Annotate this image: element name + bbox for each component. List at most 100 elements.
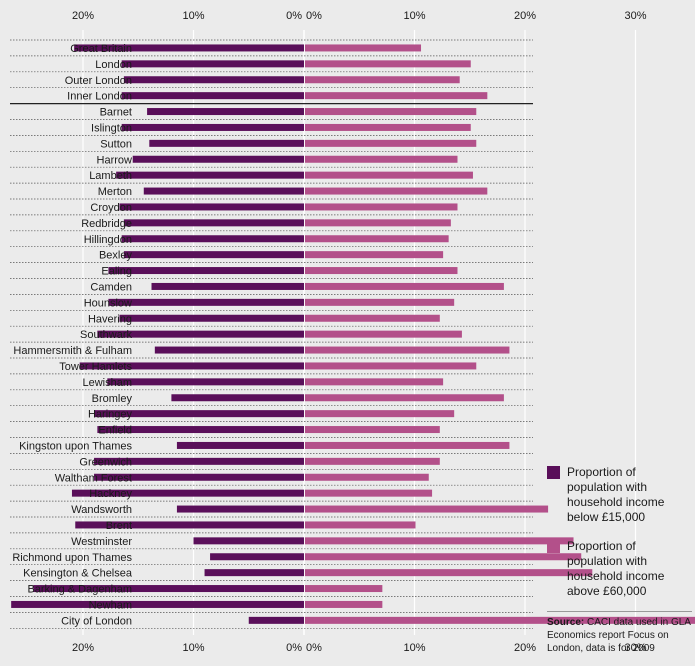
bar-above-60000 xyxy=(305,410,455,418)
bar-above-60000 xyxy=(305,251,444,259)
bar-below-15000 xyxy=(176,505,304,513)
bar-below-15000 xyxy=(94,457,304,465)
category-label: Enfield xyxy=(98,425,132,437)
category-label: Wandsworth xyxy=(71,504,132,516)
tick-label-bottom: 0% xyxy=(306,642,322,654)
bar-below-15000 xyxy=(97,426,305,434)
category-label: Kensington & Chelsea xyxy=(23,568,133,580)
category-label: Tower Hamlets xyxy=(59,361,132,373)
legend-swatch-above xyxy=(547,540,560,553)
bar-above-60000 xyxy=(305,219,451,227)
bar-below-15000 xyxy=(121,60,304,68)
bar-below-15000 xyxy=(74,44,304,52)
tick-label-top: 20% xyxy=(72,10,94,22)
legend-label-below: Proportion of population with household … xyxy=(567,465,665,524)
category-label: London xyxy=(95,59,132,71)
category-label: Barnet xyxy=(100,107,132,119)
row-separators xyxy=(10,39,533,629)
bar-above-60000 xyxy=(305,521,416,529)
bar-above-60000 xyxy=(305,76,460,84)
bar-above-60000 xyxy=(305,298,455,306)
tick-label-bottom: 10% xyxy=(403,642,425,654)
bar-above-60000 xyxy=(305,123,471,131)
bar-above-60000 xyxy=(305,378,444,386)
bar-below-15000 xyxy=(94,473,304,481)
tick-label-top: 0% xyxy=(306,10,322,22)
bar-below-15000 xyxy=(171,394,304,402)
category-label: Islington xyxy=(91,122,132,134)
category-label: Westminster xyxy=(71,536,132,548)
bar-above-60000 xyxy=(305,139,477,147)
bar-above-60000 xyxy=(305,60,471,68)
bar-above-60000 xyxy=(305,108,477,116)
category-label: Harrow xyxy=(97,154,133,166)
tick-label-top: 30% xyxy=(624,10,646,22)
bar-below-15000 xyxy=(119,203,304,211)
category-label: Hillingdon xyxy=(84,234,132,246)
category-label: Camden xyxy=(90,281,132,293)
category-label: Merton xyxy=(98,186,132,198)
legend-swatch-below xyxy=(547,466,560,479)
bar-below-15000 xyxy=(121,235,304,243)
category-label: Southwark xyxy=(80,329,132,341)
bar-below-15000 xyxy=(79,362,304,370)
category-label: Brent xyxy=(106,520,132,532)
category-label: Great Britain xyxy=(70,43,132,55)
category-label: Kingston upon Thames xyxy=(19,440,132,452)
bar-above-60000 xyxy=(305,235,449,243)
bar-above-60000 xyxy=(305,505,549,513)
bar-above-60000 xyxy=(305,600,383,608)
legend-label-above: Proportion of population with household … xyxy=(567,539,665,598)
tick-label-bottom: 10% xyxy=(182,642,204,654)
bar-above-60000 xyxy=(305,394,504,402)
bar-above-60000 xyxy=(305,282,504,290)
bar-below-15000 xyxy=(176,441,304,449)
bar-below-15000 xyxy=(123,76,304,84)
tick-label-bottom: 0% xyxy=(286,642,302,654)
bar-above-60000 xyxy=(305,330,462,338)
bar-below-15000 xyxy=(94,410,304,418)
bar-below-15000 xyxy=(97,330,305,338)
category-label: Waltham Forest xyxy=(55,472,132,484)
category-label: Bromley xyxy=(92,393,133,405)
bar-below-15000 xyxy=(108,298,304,306)
bar-below-15000 xyxy=(147,108,304,116)
bar-above-60000 xyxy=(305,203,458,211)
category-label: Newham xyxy=(89,599,132,611)
category-label: Ealing xyxy=(101,266,132,278)
tick-label-bottom: 20% xyxy=(72,642,94,654)
tick-label-bottom: 20% xyxy=(514,642,536,654)
bar-above-60000 xyxy=(305,457,440,465)
bar-above-60000 xyxy=(305,44,422,52)
bar-below-15000 xyxy=(107,378,304,386)
category-label: Outer London xyxy=(65,75,132,87)
bar-below-15000 xyxy=(154,346,304,354)
bar-above-60000 xyxy=(305,362,477,370)
bar-above-60000 xyxy=(305,441,510,449)
axis-ticks: 30%20%10%0%0%10%20%30%40%30%20%10%0%0%10… xyxy=(72,10,647,654)
bar-below-15000 xyxy=(108,267,304,275)
category-label: Inner London xyxy=(67,91,132,103)
bar-below-15000 xyxy=(204,569,304,577)
bar-below-15000 xyxy=(11,600,305,608)
bar-below-15000 xyxy=(116,171,305,179)
bar-above-60000 xyxy=(305,267,458,275)
source-text: CACI data used in GLA Economics report F… xyxy=(547,617,691,654)
category-label: Croydon xyxy=(90,202,132,214)
category-label: Lambeth xyxy=(89,170,132,182)
tick-label-top: 0% xyxy=(286,10,302,22)
bar-above-60000 xyxy=(305,473,429,481)
category-label: Hounslow xyxy=(84,297,132,309)
bar-below-15000 xyxy=(123,251,304,259)
bar-above-60000 xyxy=(305,489,433,497)
bar-above-60000 xyxy=(305,171,473,179)
bar-below-15000 xyxy=(143,187,304,195)
bar-below-15000 xyxy=(149,139,304,147)
category-label: Sutton xyxy=(100,138,132,150)
category-label: Redbridge xyxy=(81,218,132,230)
tick-label-bottom: 30% xyxy=(624,642,646,654)
bar-above-60000 xyxy=(305,426,440,434)
bar-below-15000 xyxy=(248,616,304,624)
bar-above-60000 xyxy=(305,537,574,545)
